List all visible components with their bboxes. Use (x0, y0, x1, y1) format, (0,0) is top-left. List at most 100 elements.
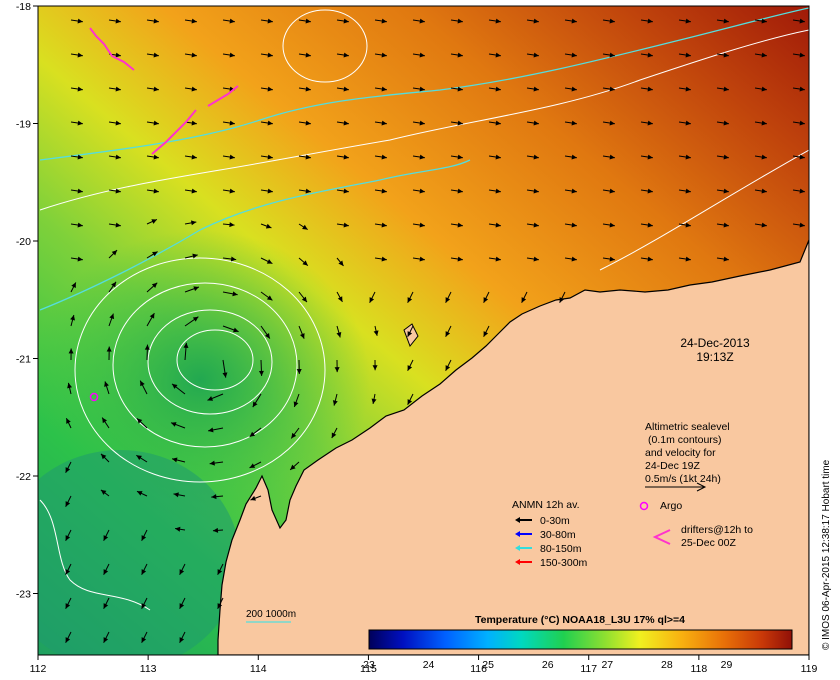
argo-float (89, 392, 99, 402)
velocity-arrow (792, 52, 805, 58)
velocity-arrow (526, 120, 539, 126)
velocity-arrow (173, 492, 186, 498)
velocity-arrow (336, 291, 343, 303)
time-label: 19:13Z (696, 350, 733, 364)
velocity-arrow (103, 597, 110, 609)
velocity-arrow (754, 52, 767, 58)
colorbar-tick-label: 29 (721, 659, 733, 671)
velocity-arrow (488, 120, 501, 126)
velocity-arrow (260, 120, 273, 126)
colorbar (368, 629, 793, 650)
velocity-arrow (260, 86, 273, 92)
velocity-arrow (792, 18, 805, 24)
velocity-arrow (207, 393, 224, 401)
velocity-arrow (183, 342, 189, 361)
velocity-arrow (184, 316, 199, 327)
velocity-arrow (564, 52, 577, 58)
velocity-arrow (298, 188, 311, 194)
velocity-arrow (141, 631, 148, 643)
velocity-arrow (678, 256, 691, 262)
velocity-arrow (144, 344, 150, 361)
velocity-arrow (108, 222, 121, 228)
velocity-arrow (483, 325, 490, 337)
velocity-arrow (640, 188, 653, 194)
velocity-arrow (526, 256, 539, 262)
velocity-arrow (716, 18, 729, 24)
velocity-arrow (336, 154, 349, 160)
velocity-arrow (260, 325, 271, 339)
velocity-arrow (336, 18, 349, 24)
velocity-arrow (602, 86, 615, 92)
lat-tick-label: -20 (16, 236, 31, 248)
velocity-arrow (136, 454, 148, 463)
velocity-arrow (68, 348, 74, 361)
velocity-arrow (412, 222, 425, 228)
velocity-arrow (602, 222, 615, 228)
velocity-arrow (526, 86, 539, 92)
velocity-arrow (640, 222, 653, 228)
velocity-arrow (70, 154, 83, 160)
velocity-arrow (108, 313, 115, 327)
velocity-arrow (369, 291, 376, 303)
velocity-arrow (336, 52, 349, 58)
velocity-arrow (108, 154, 121, 160)
velocity-arrow (70, 222, 83, 228)
plot-frame (37, 5, 810, 656)
lat-tick-label: -22 (16, 471, 31, 483)
velocity-arrow (212, 527, 224, 533)
velocity-arrow (222, 120, 235, 126)
velocity-arrow (407, 325, 414, 337)
velocity-arrow (374, 188, 387, 194)
velocity-arrow (754, 120, 767, 126)
velocity-arrow (488, 154, 501, 160)
lat-tick-label: -21 (16, 354, 31, 366)
velocity-arrow (70, 282, 77, 293)
scale-arrow (645, 482, 707, 492)
velocity-arrow (290, 427, 300, 439)
velocity-arrow (374, 222, 387, 228)
velocity-arrow (211, 494, 224, 500)
velocity-arrow (136, 418, 148, 429)
longitude-axis: 112 113 114 115 116 117 118 119 (30, 655, 818, 675)
velocity-arrow (146, 251, 158, 259)
velocity-arrow (754, 86, 767, 92)
velocity-arrow (298, 291, 308, 303)
lat-tick-label: -18 (16, 1, 31, 13)
velocity-arrow (374, 154, 387, 160)
velocity-arrow (521, 291, 528, 303)
velocity-arrow (298, 223, 308, 230)
velocity-arrow (108, 18, 121, 24)
velocity-arrow (171, 457, 186, 463)
velocity-arrow (141, 529, 148, 541)
lon-tick-label: 113 (140, 663, 157, 675)
velocity-arrow (179, 563, 186, 575)
velocity-arrow (564, 154, 577, 160)
svg-text:(0.1m contours): (0.1m contours) (648, 434, 722, 446)
velocity-arrow (103, 631, 110, 643)
velocity-arrow (678, 222, 691, 228)
cool-shelf-patch (38, 450, 240, 655)
velocity-arrow (65, 563, 72, 575)
velocity-arrow (450, 52, 463, 58)
lat-tick-label: -23 (16, 589, 31, 601)
velocity-arrow (331, 427, 338, 439)
velocity-arrow (184, 286, 200, 293)
velocity-arrow (298, 18, 311, 24)
velocity-arrow (412, 52, 425, 58)
velocity-arrow (754, 18, 767, 24)
velocity-arrow (336, 120, 349, 126)
velocity-arrow (217, 563, 224, 575)
velocity-arrow (293, 393, 300, 408)
velocity-arrow (179, 631, 186, 643)
velocity-arrow (372, 359, 378, 371)
velocity-arrow (371, 393, 377, 405)
velocity-arrow (526, 18, 539, 24)
drifter-legend-label-1: drifters@12h to (681, 524, 753, 536)
velocity-arrow (209, 460, 224, 466)
lon-tick-label: 119 (801, 663, 818, 675)
legend-item: 150-300m (515, 557, 588, 569)
svg-text:24-Dec 19Z: 24-Dec 19Z (645, 460, 700, 472)
legend-item: 30-80m (515, 529, 576, 541)
velocity-arrow (754, 154, 767, 160)
